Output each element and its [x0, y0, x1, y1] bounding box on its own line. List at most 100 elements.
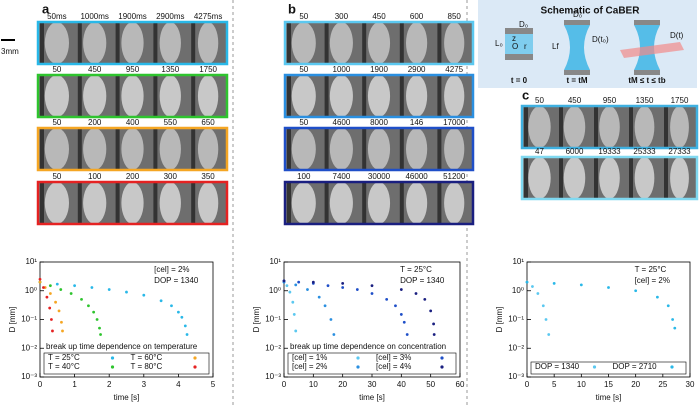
filament [291, 128, 316, 170]
data-point [394, 304, 397, 308]
data-point [666, 304, 670, 308]
strip-label: 46000 [405, 172, 428, 181]
legend-label: DOP = 1340 [535, 362, 580, 371]
data-point [98, 326, 101, 330]
strip-label: 146 [410, 118, 424, 127]
strip-label: 100 [88, 172, 102, 181]
strip-label: 450 [372, 12, 386, 21]
filament [528, 157, 551, 199]
schematic-label: D₀ [573, 10, 582, 19]
panel-label: b [288, 1, 296, 16]
strip-label: 950 [603, 96, 617, 105]
x-tick-label: 30 [368, 380, 377, 389]
x-tick-label: 4 [176, 380, 181, 389]
strip-label: 25333 [633, 147, 656, 156]
strip-label: 350 [201, 172, 215, 181]
strip-label: 50 [52, 65, 61, 74]
data-point [323, 304, 327, 308]
filament [563, 106, 586, 148]
legend-label: T = 60°C [131, 353, 163, 362]
schematic-label: Lf [552, 42, 559, 51]
rod [287, 182, 291, 224]
strip-frame [283, 180, 475, 226]
rod [399, 75, 404, 117]
legend-label: [cel] = 1% [292, 353, 327, 362]
strip-label: 4275ms [194, 12, 222, 21]
data-point [414, 292, 418, 295]
strip-label: 1000ms [80, 12, 108, 21]
legend-label: [cel] = 3% [376, 353, 411, 362]
data-point [38, 280, 42, 284]
filament [329, 182, 353, 224]
y-tick-label: 10⁰ [269, 286, 281, 295]
rod [115, 182, 120, 224]
data-point [432, 333, 436, 336]
filament [159, 22, 181, 64]
filament [367, 128, 391, 170]
y-tick-label: 10⁻² [21, 343, 37, 352]
filament [599, 106, 620, 148]
data-point [294, 283, 298, 287]
strip-label: 47 [535, 147, 544, 156]
rod [664, 106, 668, 148]
rod [437, 182, 442, 224]
schematic-title: Schematic of CaBER [541, 6, 641, 17]
data-point [326, 284, 330, 288]
strip-label: 450 [88, 65, 102, 74]
x-tick-label: 10 [577, 380, 586, 389]
x-axis-label: time [s] [596, 393, 622, 402]
legend-marker [193, 365, 197, 369]
rod [594, 106, 598, 148]
strip-label: 4275 [445, 65, 463, 74]
annotation: [cel] = 2% [154, 265, 189, 274]
data-point [317, 295, 321, 299]
strip-label: 600 [410, 12, 424, 21]
strip-label: 4600 [333, 118, 351, 127]
data-point [634, 289, 638, 293]
rod [287, 128, 291, 170]
annotation: T = 25°C [635, 265, 667, 274]
data-point [95, 318, 99, 321]
x-tick-label: 20 [631, 380, 640, 389]
data-point [45, 295, 49, 299]
filament [121, 128, 144, 170]
data-point [671, 318, 675, 321]
strip-label: 17000 [443, 118, 466, 127]
y-tick-label: 10⁻³ [265, 372, 281, 381]
data-point [329, 318, 333, 321]
strip-label: 1350 [161, 65, 179, 74]
rod [77, 182, 82, 224]
y-tick-label: 10⁻² [265, 343, 281, 352]
rod [115, 75, 120, 117]
plate [634, 70, 660, 75]
y-tick-label: 10⁻³ [508, 372, 524, 381]
filament [634, 106, 655, 148]
data-point [552, 282, 556, 285]
rod [524, 106, 528, 148]
strip-label: 1900 [370, 65, 388, 74]
filament [121, 182, 144, 224]
rod [77, 128, 82, 170]
legend-marker [440, 365, 444, 369]
data-point [185, 333, 189, 336]
legend-marker [356, 356, 360, 360]
data-point [57, 309, 61, 313]
rod [399, 128, 404, 170]
filament [528, 106, 551, 148]
filament [406, 22, 428, 64]
strip-label: 2900 [408, 65, 426, 74]
data-point [125, 290, 128, 294]
legend-box [287, 352, 457, 375]
schematic-label: L₀ [495, 39, 503, 48]
x-tick-label: 60 [456, 380, 465, 389]
strip-label: 200 [126, 172, 140, 181]
data-point [159, 299, 163, 303]
x-tick-label: 25 [658, 380, 667, 389]
data-point [525, 280, 529, 284]
data-point [306, 288, 309, 291]
data-point [341, 282, 345, 285]
plate [505, 54, 533, 60]
y-tick-label: 10¹ [512, 257, 524, 266]
data-point [432, 322, 435, 326]
schematic-label: D(t) [670, 31, 684, 40]
